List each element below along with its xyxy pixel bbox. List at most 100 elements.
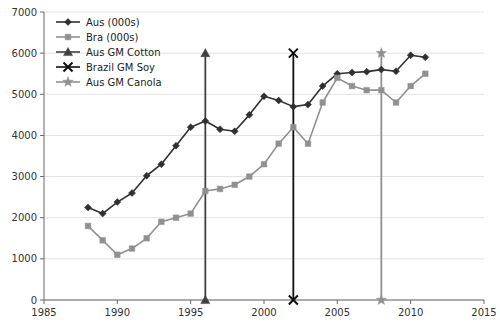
chart: 0 1000 2000 3000 4000 5000 6000 7000 1985 1990 199…	[0, 0, 500, 326]
grid-line	[44, 258, 484, 259]
point-marker	[231, 128, 238, 135]
legend-marker	[65, 34, 71, 40]
point-marker	[408, 83, 414, 89]
point-marker	[85, 204, 92, 211]
point-marker	[187, 124, 194, 131]
point-marker	[378, 66, 385, 73]
point-marker	[423, 71, 429, 77]
series-line	[204, 53, 206, 300]
x-tick	[190, 300, 191, 304]
point-marker	[261, 93, 268, 100]
point-marker	[232, 182, 238, 188]
x-axis-line	[44, 300, 484, 301]
lines	[88, 53, 425, 300]
markers	[85, 48, 429, 305]
point-marker	[364, 87, 370, 93]
x-tick-label: 2015	[471, 307, 496, 318]
point-marker	[115, 252, 121, 258]
point-marker	[188, 211, 194, 217]
series-line	[88, 74, 425, 255]
point-marker	[376, 295, 386, 305]
x-tick	[264, 300, 265, 304]
y-tick-label: 3000	[12, 171, 37, 182]
point-marker	[335, 75, 341, 81]
point-marker	[99, 210, 106, 217]
point-marker	[159, 219, 165, 225]
point-marker	[217, 186, 223, 192]
legend-label: Aus (000s)	[86, 17, 140, 28]
point-marker	[407, 52, 414, 59]
point-marker	[289, 296, 298, 305]
legend-marker	[64, 63, 73, 72]
y-tick-label: 5000	[12, 89, 37, 100]
y-axis-line	[44, 12, 45, 300]
series-line	[292, 53, 294, 300]
point-marker	[201, 49, 210, 57]
x-tick	[484, 300, 485, 304]
grid-line	[44, 12, 484, 13]
x-tick	[410, 300, 411, 304]
y-tick-label: 4000	[12, 130, 37, 141]
point-marker	[349, 69, 356, 76]
point-marker	[246, 111, 253, 118]
point-marker	[379, 87, 385, 93]
y-tick-label: 7000	[12, 7, 37, 18]
point-marker	[275, 97, 282, 104]
x-tick-label: 2010	[398, 307, 423, 318]
legend-label: Aus GM Canola	[86, 77, 162, 88]
point-marker	[202, 118, 209, 125]
y-tick	[40, 53, 44, 54]
point-marker	[217, 126, 224, 133]
x-tick-label: 1995	[178, 307, 203, 318]
point-marker	[261, 161, 267, 167]
legend-marker	[64, 48, 73, 56]
legend-marker	[65, 19, 72, 26]
point-marker	[320, 100, 326, 106]
point-marker	[291, 124, 297, 130]
y-tick	[40, 258, 44, 259]
legend-marker	[63, 77, 73, 87]
point-marker	[305, 141, 311, 147]
point-marker	[114, 199, 121, 206]
point-marker	[158, 161, 165, 168]
y-tick	[40, 135, 44, 136]
grid-line	[44, 135, 484, 136]
x-tick	[337, 300, 338, 304]
y-tick-label: 1000	[12, 253, 37, 264]
x-tick	[44, 300, 45, 304]
point-marker	[363, 68, 370, 75]
y-tick	[40, 300, 44, 301]
point-marker	[143, 172, 150, 179]
point-marker	[319, 83, 326, 90]
y-tick	[40, 94, 44, 95]
y-tick-label: 2000	[12, 212, 37, 223]
x-tick	[117, 300, 118, 304]
x-tick-label: 1985	[31, 307, 56, 318]
point-marker	[305, 101, 312, 108]
point-marker	[173, 142, 180, 149]
point-marker	[276, 141, 282, 147]
legend-label: Brazil GM Soy	[86, 62, 155, 73]
legend-label: Aus GM Cotton	[86, 47, 161, 58]
x-tick-label: 1990	[105, 307, 130, 318]
point-marker	[290, 103, 297, 110]
grid-line	[44, 176, 484, 177]
point-marker	[100, 238, 106, 244]
y-tick	[40, 12, 44, 13]
y-tick	[40, 176, 44, 177]
x-tick-label: 2000	[251, 307, 276, 318]
point-marker	[201, 296, 210, 304]
point-marker	[393, 100, 399, 106]
point-marker	[144, 235, 150, 241]
grid-line	[44, 300, 484, 301]
point-marker	[422, 54, 429, 61]
point-marker	[289, 49, 298, 58]
legend: Aus (000s)Bra (000s)Aus GM CottonBrazil …	[56, 17, 162, 88]
point-marker	[203, 188, 209, 194]
point-marker	[376, 48, 386, 58]
y-tick-label: 0	[31, 295, 37, 306]
y-tick-label: 6000	[12, 48, 37, 59]
axes: 0 1000 2000 3000 4000 5000 6000 7000 1985 1990 199…	[12, 7, 497, 319]
point-marker	[393, 68, 400, 75]
point-marker	[129, 246, 135, 252]
